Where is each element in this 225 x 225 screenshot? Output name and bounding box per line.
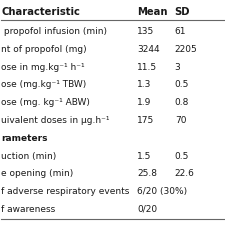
Text: 22.6: 22.6	[175, 169, 195, 178]
Text: Mean: Mean	[137, 7, 167, 17]
Text: 175: 175	[137, 116, 154, 125]
Text: SD: SD	[175, 7, 190, 17]
Text: uction (min): uction (min)	[1, 152, 57, 161]
Text: 61: 61	[175, 27, 186, 36]
Text: 11.5: 11.5	[137, 63, 157, 72]
Text: 25.8: 25.8	[137, 169, 157, 178]
Text: 1.3: 1.3	[137, 81, 151, 90]
Text: 70: 70	[175, 116, 186, 125]
Text: 0.5: 0.5	[175, 152, 189, 161]
Text: 0.8: 0.8	[175, 98, 189, 107]
Text: 6/20 (30%): 6/20 (30%)	[137, 187, 187, 196]
Text: rameters: rameters	[1, 134, 48, 143]
Text: Characteristic: Characteristic	[1, 7, 80, 17]
Text: ose (mg.kg⁻¹ TBW): ose (mg.kg⁻¹ TBW)	[1, 81, 87, 90]
Text: 0/20: 0/20	[137, 205, 157, 214]
Text: 1.5: 1.5	[137, 152, 151, 161]
Text: nt of propofol (mg): nt of propofol (mg)	[1, 45, 87, 54]
Text: e opening (min): e opening (min)	[1, 169, 74, 178]
Text: f adverse respiratory events: f adverse respiratory events	[1, 187, 130, 196]
Text: ose in mg.kg⁻¹ h⁻¹: ose in mg.kg⁻¹ h⁻¹	[1, 63, 85, 72]
Text: ose (mg. kg⁻¹ ABW): ose (mg. kg⁻¹ ABW)	[1, 98, 90, 107]
Text: propofol infusion (min): propofol infusion (min)	[1, 27, 107, 36]
Text: 0.5: 0.5	[175, 81, 189, 90]
Text: f awareness: f awareness	[1, 205, 56, 214]
Text: uivalent doses in µg.h⁻¹: uivalent doses in µg.h⁻¹	[1, 116, 110, 125]
Text: 135: 135	[137, 27, 154, 36]
Text: 1.9: 1.9	[137, 98, 151, 107]
Text: 3244: 3244	[137, 45, 160, 54]
Text: 3: 3	[175, 63, 180, 72]
Text: 2205: 2205	[175, 45, 198, 54]
